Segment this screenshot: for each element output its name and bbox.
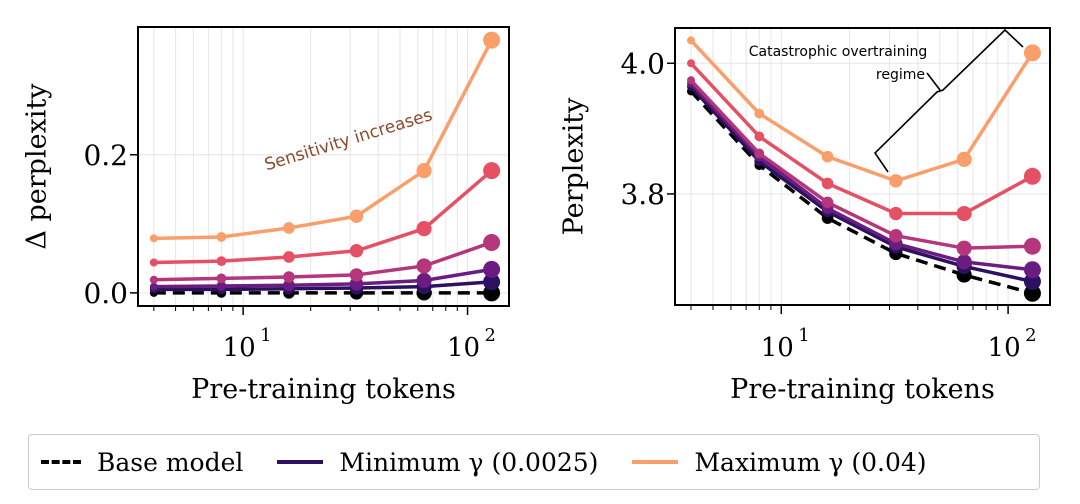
series-line-1	[689, 85, 1033, 284]
annotation-catastrophic-line1: Catastrophic overtraining	[749, 44, 927, 60]
x-tick-label: 10	[761, 333, 794, 363]
data-point	[1023, 167, 1041, 185]
series-line-3	[153, 240, 493, 282]
x-tick-label: 10	[223, 333, 256, 363]
data-point	[956, 240, 972, 256]
series-line-0	[689, 90, 1033, 295]
data-point	[149, 258, 158, 267]
data-point	[483, 162, 501, 180]
y-tick-label: 3.8	[620, 178, 665, 211]
data-point	[687, 36, 696, 45]
x-axis-label: Pre-training tokens	[191, 374, 456, 405]
series-line-3	[689, 79, 1033, 250]
data-point	[216, 281, 227, 291]
series-line-4	[153, 169, 493, 265]
legend-item-maximum-gamma: Maximum γ (0.04)	[632, 447, 927, 477]
data-point	[416, 258, 432, 274]
data-point	[149, 234, 158, 243]
data-point	[483, 273, 501, 291]
data-point	[483, 31, 501, 49]
data-point	[754, 131, 765, 142]
data-point	[1023, 261, 1041, 279]
data-point	[216, 232, 227, 242]
data-point	[1023, 237, 1041, 255]
legend: Base model Minimum γ (0.0025) Maximum γ …	[28, 434, 1040, 490]
data-point	[216, 256, 227, 267]
x-axis-label: Pre-training tokens	[730, 374, 995, 405]
data-point	[349, 244, 364, 258]
data-point	[889, 206, 903, 221]
series-line-2	[689, 82, 1033, 272]
y-tick-label: 0.0	[83, 277, 128, 310]
data-point	[687, 76, 696, 85]
x-tick-exponent: 2	[1025, 325, 1036, 346]
annotation-sensitivity: Sensitivity increases	[262, 105, 435, 175]
x-tick-exponent: 1	[260, 325, 271, 346]
series-line-5	[153, 39, 494, 241]
data-point	[283, 279, 295, 292]
legend-label: Maximum γ (0.04)	[694, 447, 927, 477]
series-line-2	[153, 267, 492, 289]
data-point	[349, 209, 364, 223]
legend-item-base-model: Base model	[41, 448, 243, 477]
legend-item-minimum-gamma: Minimum γ (0.0025)	[277, 448, 598, 477]
x-tick-exponent: 1	[798, 325, 809, 346]
data-point	[149, 275, 158, 284]
data-point	[687, 59, 696, 68]
legend-swatch	[632, 460, 679, 464]
y-tick-label: 4.0	[620, 47, 665, 80]
legend-swatch	[277, 460, 324, 464]
data-point	[283, 251, 295, 263]
data-point	[483, 233, 501, 251]
data-point	[483, 260, 501, 278]
y-axis-label: Perplexity	[559, 97, 590, 235]
data-point	[821, 150, 834, 163]
data-point	[416, 163, 432, 179]
y-axis-label: Δ perplexity	[22, 83, 53, 250]
legend-label: Minimum γ (0.0025)	[339, 447, 599, 477]
x-tick-exponent: 2	[485, 325, 496, 346]
data-point	[283, 222, 295, 234]
data-point	[821, 196, 834, 209]
data-point	[956, 205, 972, 222]
annotation-catastrophic-line2: regime	[876, 67, 925, 83]
data-point	[821, 177, 834, 190]
plot-frame	[137, 26, 510, 307]
data-point	[216, 273, 227, 284]
data-point	[1023, 284, 1041, 302]
data-point	[754, 148, 765, 159]
data-point	[754, 108, 765, 119]
data-point	[1023, 44, 1041, 62]
data-point	[416, 221, 432, 237]
series-line-4	[689, 62, 1034, 216]
data-point	[889, 229, 903, 243]
series-line-1	[153, 280, 492, 292]
series-line-5	[689, 39, 1034, 183]
data-point	[956, 254, 972, 270]
data-point	[149, 282, 158, 291]
legend-swatch-dashed	[41, 460, 81, 464]
y-tick-label: 0.2	[83, 139, 128, 172]
legend-label: Base model	[97, 447, 244, 477]
data-point	[889, 174, 903, 188]
annotation-brace	[873, 28, 1024, 173]
plot-frame	[674, 27, 1051, 306]
data-point	[349, 268, 364, 282]
x-tick-label: 10	[988, 333, 1021, 363]
data-point	[956, 151, 972, 167]
data-point	[1023, 272, 1041, 290]
data-point	[416, 272, 432, 289]
x-tick-label: 10	[447, 333, 480, 363]
data-point	[283, 271, 295, 283]
